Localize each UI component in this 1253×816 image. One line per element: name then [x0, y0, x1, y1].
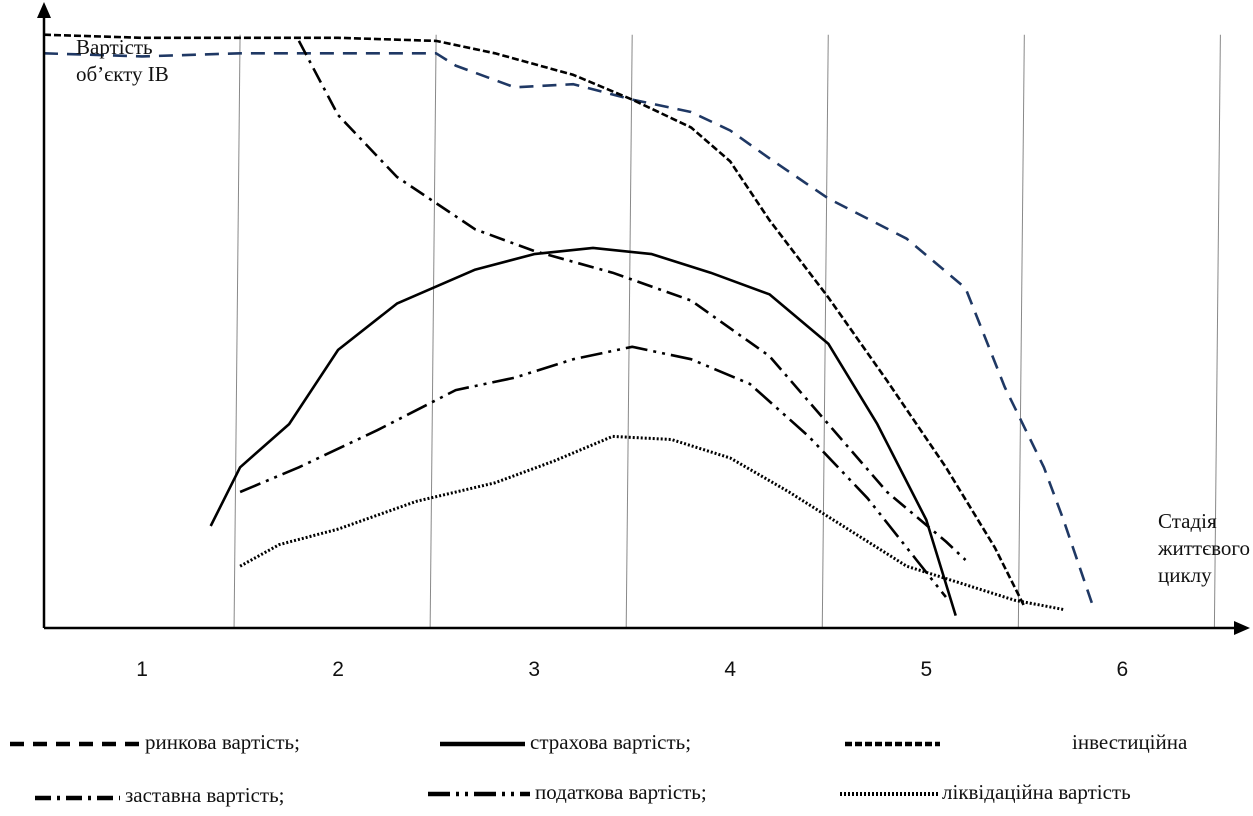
legend-label-insurance: страхова вартість; — [530, 730, 692, 754]
x-tick-labels: 1 2 3 4 5 6 — [136, 658, 1128, 681]
stage-boundary-line — [1213, 34, 1221, 629]
x-axis-title-line-1: Стадія — [1158, 509, 1217, 533]
x-axis-title-line-2: життєвого — [1158, 536, 1250, 560]
axes — [37, 2, 1250, 635]
legend-label-investment: інвестиційна — [1072, 730, 1188, 754]
x-tick-label: 6 — [1117, 658, 1129, 681]
x-tick-label: 3 — [528, 658, 540, 681]
legend-label-market: ринкова вартість; — [145, 730, 300, 754]
x-axis-title: Стадія життєвого циклу — [1158, 508, 1250, 589]
y-axis-title-line-1: Вартість — [76, 35, 153, 59]
stage-boundary-line — [821, 34, 829, 629]
legend-label-tax: податкова вартість; — [535, 780, 707, 804]
y-axis-title-line-2: об’єкту ІВ — [76, 62, 169, 86]
series-line-3 — [297, 40, 967, 561]
x-tick-label: 2 — [332, 658, 344, 681]
y-axis-arrow — [37, 2, 51, 18]
series-line-1 — [209, 246, 957, 616]
series-lines — [43, 33, 1095, 616]
series-line-5 — [239, 434, 1064, 611]
stage-boundary-line — [1017, 34, 1025, 629]
x-tick-label: 4 — [724, 658, 736, 681]
legend-label-collateral: заставна вартість; — [125, 783, 285, 807]
series-line-4 — [239, 345, 947, 598]
legend-swatches — [10, 741, 940, 801]
y-axis-title: Вартість об’єкту ІВ — [76, 34, 169, 88]
x-axis-title-line-3: циклу — [1158, 563, 1212, 587]
x-tick-label: 5 — [920, 658, 932, 681]
stage-boundary-line — [429, 34, 437, 629]
series-line-0 — [43, 52, 1095, 607]
stage-boundary-line — [233, 34, 241, 629]
stage-boundary-line — [625, 34, 633, 629]
grid-lines — [233, 34, 1221, 629]
legend-label-liquidation: ліквідаційна вартість — [942, 780, 1131, 804]
x-tick-label: 1 — [136, 658, 148, 681]
series-line-2 — [43, 33, 1026, 607]
x-axis-arrow — [1234, 621, 1250, 635]
